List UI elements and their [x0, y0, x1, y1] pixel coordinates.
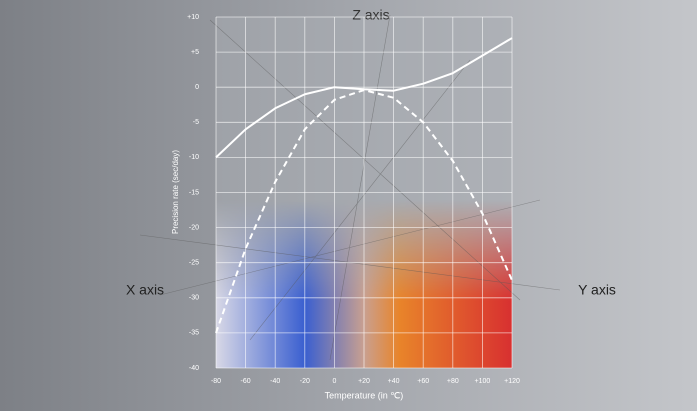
x-tick-label: +80: [447, 378, 459, 385]
y-tick-label: -5: [193, 119, 199, 126]
y-axis-label: Precision rate (sec/day): [171, 150, 180, 234]
y-tick-label: +5: [191, 49, 199, 56]
x-tick-label: +40: [388, 378, 400, 385]
x-tick-label: +120: [504, 378, 520, 385]
x-tick-label: -80: [211, 378, 221, 385]
annotation: Z axis: [352, 7, 389, 23]
y-tick-label: -15: [189, 189, 199, 196]
y-tick-label: 0: [195, 84, 199, 91]
annotation: Y axis: [578, 282, 616, 298]
y-tick-label: -35: [189, 330, 199, 337]
y-tick-label: -30: [189, 295, 199, 302]
y-tick-label: -25: [189, 260, 199, 267]
x-tick-label: -40: [270, 378, 280, 385]
x-axis-label: Temperature (in ℃): [325, 390, 404, 400]
y-tick-label: -40: [189, 365, 199, 372]
x-tick-label: -20: [300, 378, 310, 385]
decor-lines: [139, 14, 561, 361]
x-tick-label: +60: [417, 378, 429, 385]
y-tick-label: -20: [189, 224, 199, 231]
y-tick-label: -10: [189, 154, 199, 161]
x-tick-label: -60: [241, 378, 251, 385]
data-line: [215, 89, 513, 334]
annotation: X axis: [126, 282, 164, 298]
y-tick-label: +10: [187, 14, 199, 21]
x-tick-label: +20: [358, 378, 370, 385]
x-tick-label: 0: [332, 378, 336, 385]
x-tick-label: +100: [475, 378, 491, 385]
